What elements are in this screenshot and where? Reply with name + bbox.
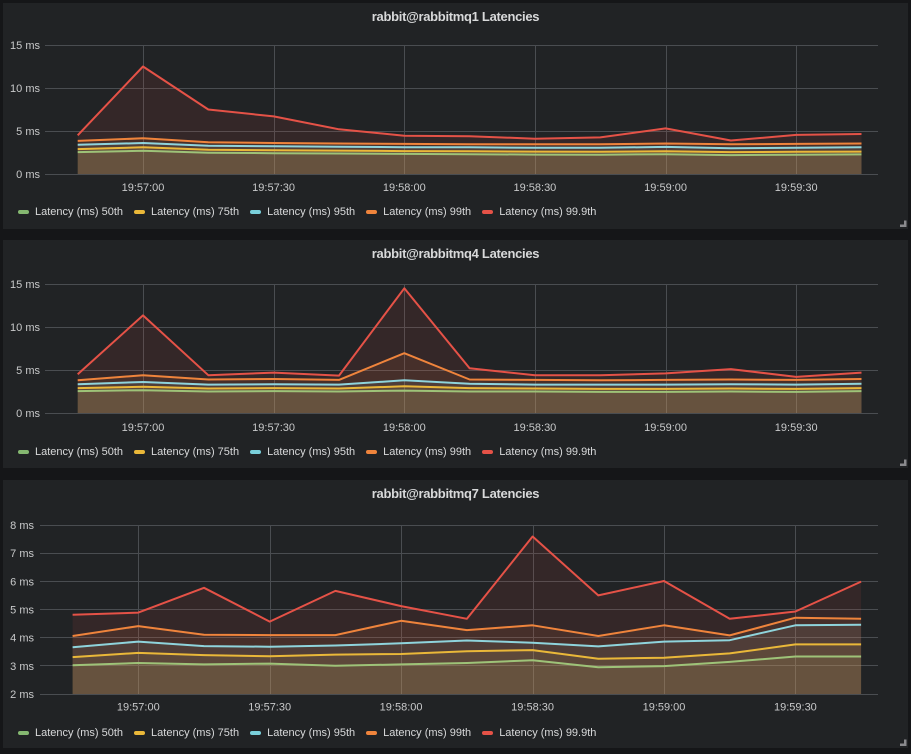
svg-text:19:59:30: 19:59:30 [774,702,817,714]
svg-text:10 ms: 10 ms [10,322,40,334]
svg-text:19:57:30: 19:57:30 [248,702,291,714]
svg-text:19:57:30: 19:57:30 [252,182,295,194]
svg-text:15 ms: 15 ms [10,40,40,52]
svg-text:2 ms: 2 ms [10,689,34,701]
svg-text:19:57:00: 19:57:00 [122,182,165,194]
svg-text:19:59:00: 19:59:00 [643,702,686,714]
svg-text:19:58:00: 19:58:00 [383,422,426,434]
svg-text:6 ms: 6 ms [10,576,34,588]
svg-text:0 ms: 0 ms [16,408,40,420]
svg-text:0 ms: 0 ms [16,169,40,181]
svg-text:5 ms: 5 ms [10,605,34,617]
svg-text:19:59:00: 19:59:00 [644,422,687,434]
svg-text:19:57:00: 19:57:00 [117,702,160,714]
svg-text:19:57:30: 19:57:30 [252,422,295,434]
svg-text:10 ms: 10 ms [10,83,40,95]
svg-text:19:58:30: 19:58:30 [513,422,556,434]
svg-text:19:58:30: 19:58:30 [513,182,556,194]
svg-text:19:59:30: 19:59:30 [775,182,818,194]
svg-text:7 ms: 7 ms [10,548,34,560]
svg-text:3 ms: 3 ms [10,661,34,673]
svg-text:19:58:00: 19:58:00 [383,182,426,194]
svg-text:19:57:00: 19:57:00 [122,422,165,434]
svg-text:15 ms: 15 ms [10,279,40,291]
svg-text:19:58:00: 19:58:00 [380,702,423,714]
svg-text:5 ms: 5 ms [16,126,40,138]
svg-text:19:59:30: 19:59:30 [775,422,818,434]
svg-text:8 ms: 8 ms [10,520,34,532]
svg-text:5 ms: 5 ms [16,365,40,377]
svg-text:4 ms: 4 ms [10,633,34,645]
svg-text:19:59:00: 19:59:00 [644,182,687,194]
svg-text:19:58:30: 19:58:30 [511,702,554,714]
